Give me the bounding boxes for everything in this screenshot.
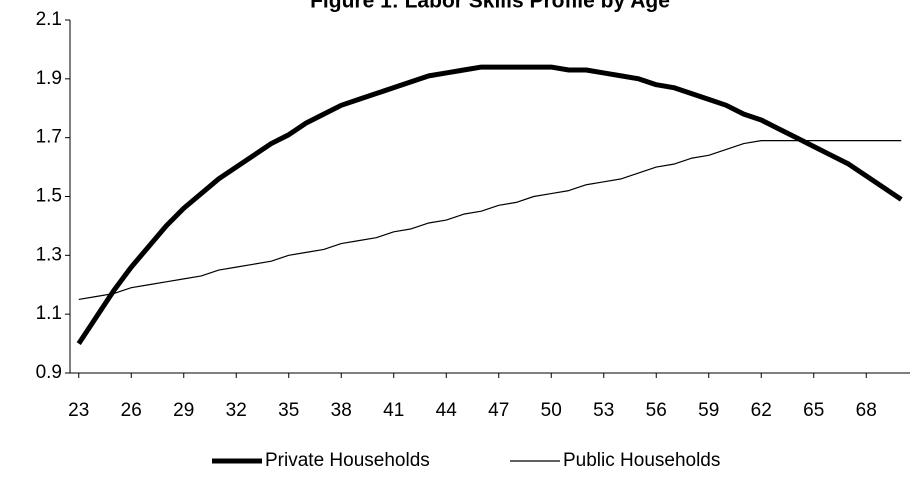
series-line	[76, 64, 903, 345]
x-tick-label: 50	[541, 400, 562, 421]
x-tick-label: 47	[488, 400, 509, 421]
x-tick-label: 23	[68, 400, 89, 421]
x-tick-label: 44	[436, 400, 458, 421]
x-tick-label: 65	[803, 400, 824, 421]
x-tick-label: 59	[698, 400, 719, 421]
x-tick-label: 62	[751, 400, 772, 421]
x-tick-label: 35	[278, 400, 299, 421]
x-tick-label: 53	[593, 400, 614, 421]
y-tick-label: 1.1	[36, 303, 62, 324]
chart-title: Figure 1: Labor Skills Profile by Age	[310, 0, 670, 13]
y-tick-label: 1.5	[36, 186, 62, 207]
x-tick-label: 68	[856, 400, 877, 421]
y-tick-label: 1.7	[36, 127, 62, 148]
x-tick-label: 29	[173, 400, 194, 421]
x-tick-label: 32	[226, 400, 247, 421]
y-tick-label: 1.3	[36, 244, 62, 265]
y-tick-label: 0.9	[36, 362, 62, 383]
x-tick-label: 56	[646, 400, 667, 421]
legend-label: Public Households	[563, 450, 720, 471]
x-tick-label: 26	[121, 400, 142, 421]
y-tick-label: 1.9	[36, 68, 62, 89]
x-tick-label: 41	[383, 400, 404, 421]
series-line	[78, 140, 902, 301]
legend-label: Private Households	[265, 450, 430, 471]
x-tick-label: 38	[331, 400, 352, 421]
y-tick-label: 2.1	[36, 9, 62, 30]
